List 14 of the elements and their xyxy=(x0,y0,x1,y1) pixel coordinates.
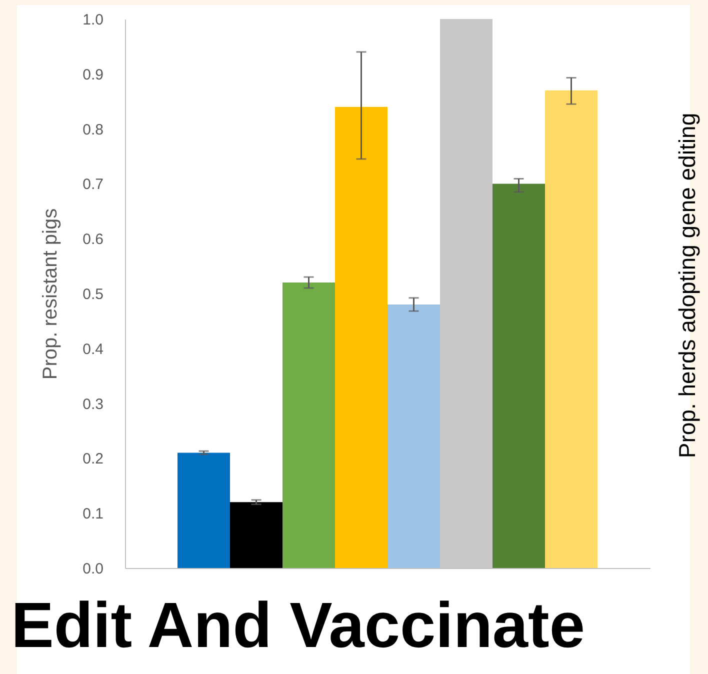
y-tick-label: 0.8 xyxy=(82,121,104,138)
y-tick-label: 0.1 xyxy=(82,506,104,523)
y-tick-label: 0.0 xyxy=(82,560,104,578)
y-tick-label: 0.4 xyxy=(82,340,104,358)
y-tick-label: 0.2 xyxy=(82,450,104,468)
y-tick-label: 0.7 xyxy=(82,176,104,194)
y-tick-label: 0.9 xyxy=(82,66,104,84)
y-tick-label: 0.6 xyxy=(82,231,104,248)
y-axis-title: Prop. resistant pigs xyxy=(40,208,62,380)
y-tick-label: 0.5 xyxy=(82,286,104,303)
y-tick-label: 1.0 xyxy=(82,12,104,28)
y-tick-label: 0.3 xyxy=(82,396,104,413)
text: Edit And Vaccinate xyxy=(11,589,585,661)
y2-axis-title: Prop. herds adopting gene editing xyxy=(674,112,700,458)
